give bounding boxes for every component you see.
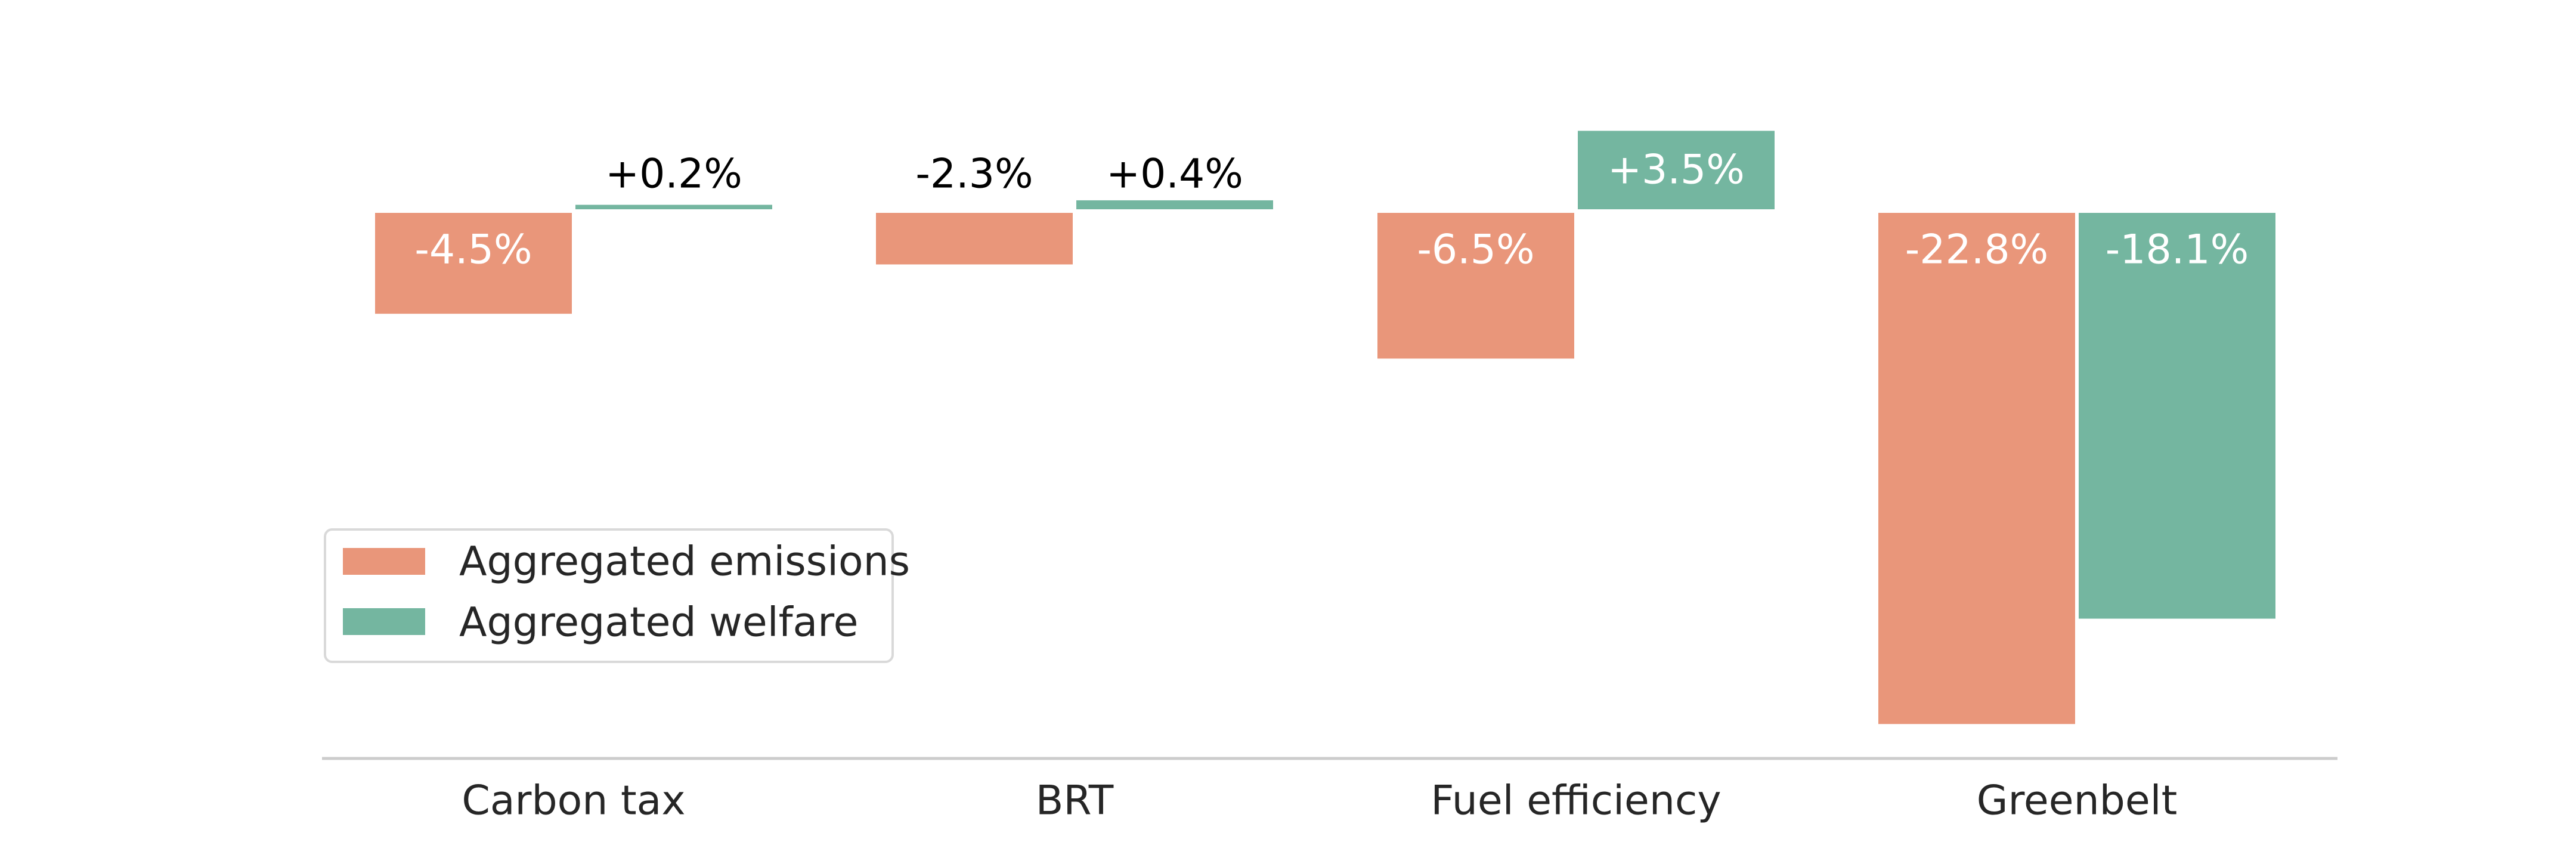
data-label-greenbelt-emissions: -22.8% <box>1905 227 2049 274</box>
legend-frame <box>324 528 894 663</box>
bar-brt-welfare <box>1076 200 1273 209</box>
bar-greenbelt-welfare <box>2079 213 2275 619</box>
data-label-greenbelt-welfare: -18.1% <box>2106 227 2249 274</box>
bar-carbon-tax-emissions <box>375 213 572 314</box>
x-tick-label-greenbelt: Greenbelt <box>1977 778 2177 825</box>
data-label-fuel-efficiency-emissions: -6.5% <box>1417 227 1534 274</box>
x-tick-label-carbon-tax: Carbon tax <box>462 778 685 825</box>
legend-label-welfare: Aggregated welfare <box>459 599 859 646</box>
data-label-brt-emissions: -2.3% <box>915 151 1033 198</box>
bar-fuel-efficiency-emissions <box>1377 213 1574 359</box>
legend-swatch-welfare <box>343 608 425 635</box>
x-tick-labels: Carbon tax BRT Fuel efficiency Greenbelt <box>462 778 2177 825</box>
legend-swatch-emissions <box>343 548 425 575</box>
bar-carbon-tax-welfare <box>575 205 772 209</box>
bar-fuel-efficiency-welfare <box>1578 131 1775 209</box>
data-label-carbon-tax-welfare: +0.2% <box>605 151 742 198</box>
x-tick-label-fuel-efficiency: Fuel efficiency <box>1431 778 1721 825</box>
bar-greenbelt-emissions <box>1878 213 2075 724</box>
bar-brt-emissions <box>876 213 1073 265</box>
x-tick-label-brt: BRT <box>1036 778 1114 825</box>
data-label-brt-welfare: +0.4% <box>1106 151 1243 198</box>
legend-label-emissions: Aggregated emissions <box>459 538 910 586</box>
data-label-carbon-tax-emissions: -4.5% <box>414 227 532 274</box>
data-label-fuel-efficiency-welfare: +3.5% <box>1608 147 1745 194</box>
data-labels-layer: -4.5% +0.2% -2.3% +0.4% -6.5% +3.5% -22.8% -18.… <box>414 147 2249 274</box>
bars-layer <box>375 131 2275 724</box>
legend: Aggregated emissions Aggregated welfare <box>324 528 910 663</box>
